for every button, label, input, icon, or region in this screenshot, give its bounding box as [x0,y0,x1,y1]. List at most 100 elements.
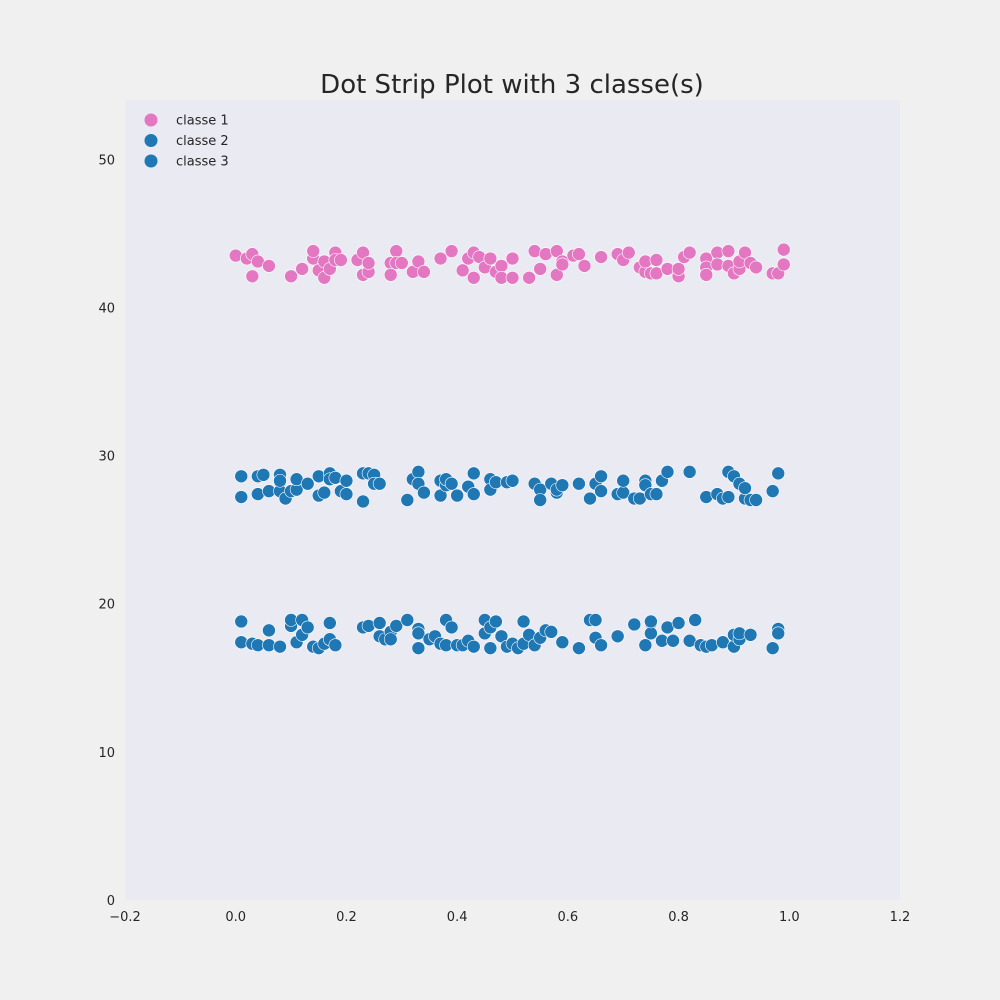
data-point [328,638,343,652]
data-point [383,632,398,647]
data-point [627,617,642,632]
data-point [455,263,470,278]
legend-item-1[interactable]: classe 1 [144,113,229,129]
legend-label: classe 2 [176,134,229,149]
data-point [273,473,287,488]
y-tick-label: 20 [98,598,115,613]
data-point [317,485,332,500]
x-tick-label: −0.2 [109,910,141,925]
data-point [284,269,298,284]
data-point [649,253,664,267]
data-point [572,247,586,261]
data-point [466,466,481,481]
data-point [660,465,675,479]
chart-title: Dot Strip Plot with 3 classe(s) [320,70,704,100]
data-point [572,476,586,491]
x-axis-ticks: −0.2 0.0 0.2 0.4 0.6 0.8 1.0 1.2 [109,910,910,925]
data-point [522,270,536,285]
data-point [444,620,459,635]
data-point [505,270,520,285]
legend-item-2[interactable]: classe 2 [144,134,229,149]
legend-item-3[interactable]: classe 3 [144,154,229,170]
data-point [594,638,608,652]
y-tick-label: 40 [98,301,115,316]
data-point [483,641,498,655]
data-point [494,259,509,273]
y-tick-label: 10 [98,746,115,761]
data-point [372,616,387,630]
x-tick-label: 0.2 [336,910,357,925]
data-point [361,256,376,270]
y-tick-label: 0 [107,894,115,909]
data-point [688,613,702,627]
data-point [649,487,664,501]
data-point [417,485,431,500]
data-point [533,262,547,276]
y-tick-label: 30 [98,450,115,465]
data-point [234,614,249,629]
data-point [295,262,309,276]
data-point [489,614,503,629]
data-point [505,473,520,488]
data-point [466,487,481,501]
legend[interactable]: classe 1 classe 2 classe 3 [144,113,229,170]
data-point [638,638,653,652]
data-point [356,494,370,509]
data-point [256,468,271,482]
legend-label: classe 3 [176,155,229,170]
x-tick-label: 0.8 [668,910,689,925]
data-point [721,244,736,258]
data-point [644,626,658,641]
y-axis-ticks: 0 10 20 30 40 50 [98,153,115,909]
x-tick-label: 1.0 [779,910,800,925]
data-point [262,259,276,273]
data-point [300,620,315,635]
data-point [555,478,570,492]
data-point [588,613,603,627]
data-point [339,473,354,488]
data-point [544,625,559,639]
data-point [411,626,426,641]
data-point [389,619,404,633]
data-point [417,265,431,279]
legend-marker [144,154,158,168]
data-point [339,487,354,501]
data-point [466,270,481,285]
data-point [450,488,464,503]
data-point [245,269,260,284]
data-point [666,633,680,648]
data-point [389,244,404,258]
data-point [610,629,625,644]
x-tick-label: 1.2 [890,910,911,925]
data-point [483,251,498,266]
data-point [262,623,276,638]
data-point [505,251,520,266]
data-point [444,244,459,258]
data-point [771,466,786,481]
x-tick-label: 0.6 [558,910,579,925]
y-tick-label: 50 [98,153,115,168]
data-point [300,476,315,491]
data-point [671,262,686,276]
data-point [682,245,697,260]
data-point [466,639,481,654]
data-point [577,259,592,273]
data-point [721,490,736,504]
data-point [334,253,348,267]
legend-marker [144,134,158,147]
data-point [594,250,608,264]
data-point [306,244,321,258]
data-point [400,493,415,507]
series-1 [228,242,791,285]
data-point [765,484,780,498]
data-point [644,614,658,629]
data-point [394,256,409,270]
data-point [433,251,448,266]
data-point [411,465,426,479]
data-point [383,268,398,282]
data-point [273,639,287,654]
data-point [583,491,597,506]
data-point [765,641,780,655]
data-point [776,242,791,257]
